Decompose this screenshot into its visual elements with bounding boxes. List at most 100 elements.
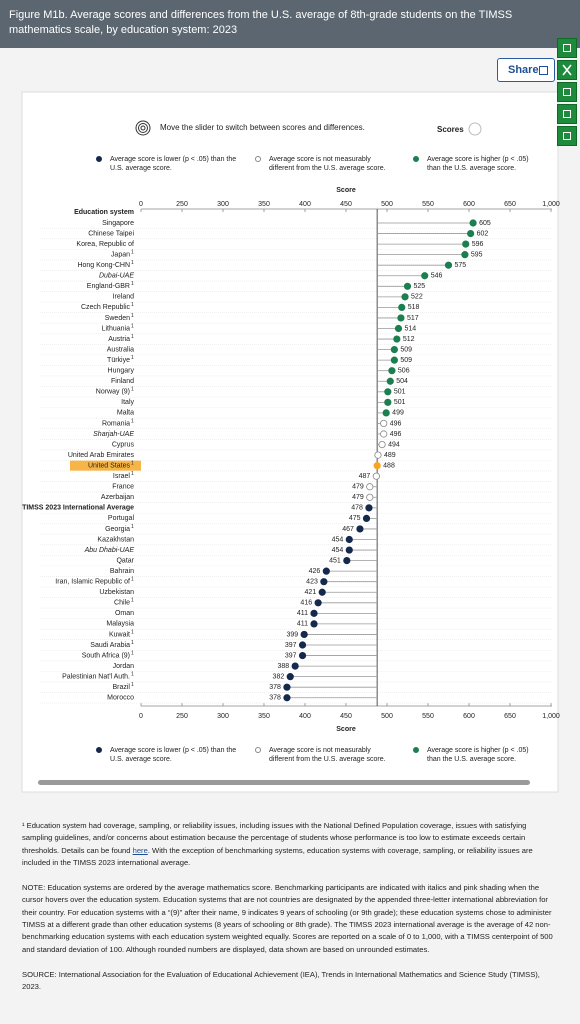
value-label: 509: [400, 346, 412, 353]
dot: [384, 398, 392, 406]
y-tick-label: Czech Republic: [81, 304, 131, 311]
value-label: 478: [351, 505, 363, 512]
dot: [397, 314, 405, 322]
x-tick-label: 650: [504, 713, 516, 720]
x-tick-label: 250: [176, 713, 188, 720]
chart: Move the slider to switch between scores…: [21, 91, 560, 793]
footnote-marker: 1: [131, 302, 134, 308]
dot: [366, 493, 374, 501]
value-label: 451: [329, 557, 341, 564]
dot: [320, 578, 328, 586]
value-label: 501: [394, 389, 406, 396]
toggle-label: Scores: [437, 125, 464, 134]
social-button[interactable]: [557, 82, 577, 102]
social-button[interactable]: [557, 60, 577, 80]
toggle-switch[interactable]: [468, 122, 482, 136]
scrollbar[interactable]: [38, 780, 530, 785]
y-tick-label: Korea, Republic of: [76, 241, 134, 248]
y-tick-label: Japan: [111, 251, 130, 258]
footnote-marker: 1: [131, 640, 134, 646]
y-tick-label: Hong Kong-CHN: [77, 262, 130, 269]
social-button[interactable]: [557, 126, 577, 146]
value-label: 454: [332, 536, 344, 543]
x-tick-label: 650: [504, 201, 516, 208]
x-tick-label: 250: [176, 201, 188, 208]
x-tick-label: 600: [463, 713, 475, 720]
legend-label: Average score is lower (p < .05) than th…: [110, 747, 237, 763]
x-axis-title: Score: [336, 187, 356, 194]
legend-item: Average score is not measurably differen…: [255, 155, 394, 173]
y-tick-label: TIMSS 2023 International Average: [22, 505, 134, 512]
y-tick-label: Portugal: [108, 515, 135, 522]
footnote-marker: 1: [131, 460, 134, 466]
dot: [461, 251, 469, 259]
note-text: ¹ Education system had coverage, samplin…: [22, 821, 527, 855]
value-label: 399: [286, 631, 298, 638]
dot: [444, 261, 453, 269]
value-label: 522: [411, 294, 423, 301]
dot: [373, 462, 381, 470]
note-link[interactable]: here: [132, 845, 148, 855]
footnote-marker: 1: [131, 313, 134, 319]
value-label: 416: [300, 600, 312, 607]
dot: [372, 472, 380, 480]
page-title: Figure M1b. Average scores and differenc…: [9, 9, 513, 36]
y-tick-label: Morocco: [107, 695, 134, 702]
value-label: 496: [390, 420, 402, 427]
value-label: 454: [332, 547, 344, 554]
note: NOTE: Education systems are ordered by t…: [22, 883, 553, 954]
dot: [310, 620, 318, 628]
dot: [300, 630, 308, 639]
social-button[interactable]: [557, 104, 577, 124]
share-button[interactable]: Share: [497, 58, 555, 82]
legend-marker: [96, 156, 102, 162]
x-tick-label: 350: [258, 713, 270, 720]
dot: [403, 282, 412, 290]
y-tick-label: France: [112, 484, 134, 491]
dot: [291, 662, 299, 670]
y-tick-label: Qatar: [116, 557, 134, 564]
y-tick-label: Saudi Arabia: [90, 642, 130, 649]
slider-icon: [135, 120, 151, 136]
value-label: 426: [309, 568, 321, 575]
y-tick-label: Uzbekistan: [99, 589, 134, 596]
y-tick-label: Chile: [114, 600, 130, 607]
footnote-marker: 1: [131, 260, 134, 266]
x-tick-label: 400: [299, 201, 311, 208]
value-label: 499: [392, 410, 404, 417]
value-label: 509: [400, 357, 412, 364]
value-label: 421: [305, 589, 317, 596]
slider-instruction: Move the slider to switch between scores…: [160, 123, 365, 132]
legend-item: Average score is higher (p < .05) than t…: [413, 746, 539, 764]
footnote-marker: 1: [131, 387, 134, 393]
y-axis-title: Education system: [74, 209, 134, 216]
y-tick-label: United States: [88, 462, 131, 469]
y-tick-label: Dubai-UAE: [99, 273, 134, 280]
legend-marker: [255, 156, 261, 162]
dot: [386, 377, 394, 385]
value-label: 397: [285, 652, 297, 659]
dot: [286, 673, 294, 681]
footnote-marker: 1: [131, 418, 134, 424]
dot: [378, 440, 386, 449]
value-label: 506: [398, 368, 410, 375]
y-tick-label: Bahrain: [110, 568, 134, 575]
dot: [401, 293, 409, 301]
social-button[interactable]: [557, 38, 577, 58]
y-tick-label: Jordan: [113, 663, 135, 670]
y-tick-label: Azerbaijan: [101, 494, 134, 501]
dot: [318, 588, 326, 596]
legend-item: Average score is not measurably differen…: [255, 746, 394, 764]
y-tick-label: Chinese Taipei: [88, 230, 134, 237]
value-label: 479: [352, 494, 364, 501]
footnote-marker: 1: [131, 671, 134, 677]
legend-marker: [413, 156, 419, 162]
value-label: 411: [297, 610, 308, 617]
footnote-marker: 1: [131, 650, 134, 656]
dot: [283, 694, 291, 702]
source: SOURCE: International Association for th…: [22, 969, 540, 992]
dot: [390, 356, 398, 364]
legend-item: Average score is lower (p < .05) than th…: [96, 155, 240, 173]
value-label: 382: [273, 673, 285, 680]
